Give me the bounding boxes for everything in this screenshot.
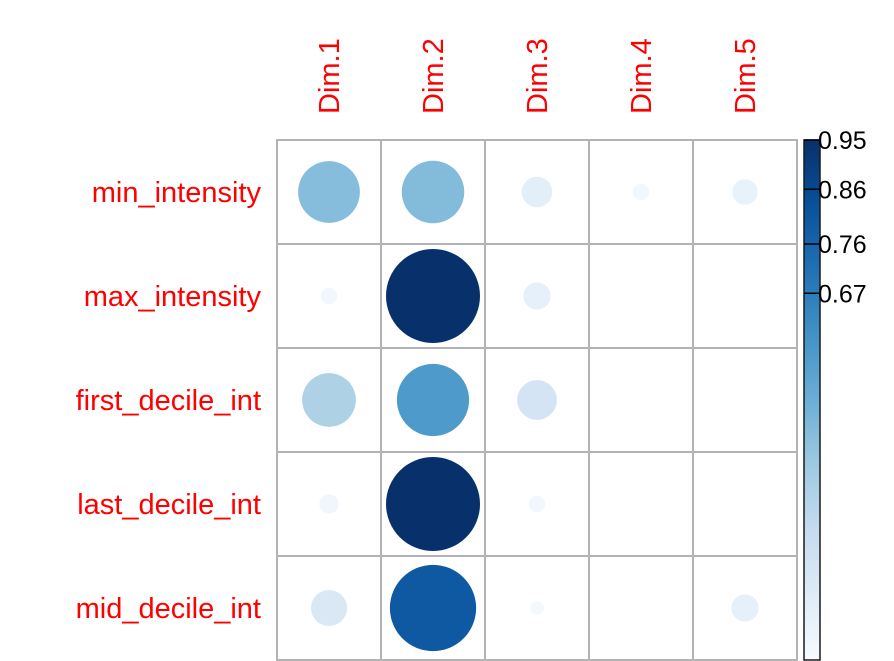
row-label: min_intensity [92, 177, 262, 209]
row-label: first_decile_int [76, 385, 261, 417]
correlation-circle-last_decile_int-Dim.3 [528, 495, 546, 513]
column-label: Dim.5 [730, 38, 762, 114]
row-label: mid_decile_int [76, 593, 261, 625]
grid-cell [588, 347, 694, 453]
row-label: last_decile_int [77, 489, 261, 521]
colorbar [803, 139, 821, 661]
correlation-circles [298, 160, 759, 652]
grid-cell [588, 555, 694, 661]
column-label: Dim.3 [522, 38, 554, 114]
correlation-circle-mid_decile_int-Dim.5 [731, 594, 759, 622]
correlation-circle-min_intensity-Dim.1 [298, 161, 360, 223]
column-label: Dim.1 [314, 38, 346, 114]
correlation-circle-mid_decile_int-Dim.1 [310, 589, 348, 627]
correlation-circle-first_decile_int-Dim.2 [396, 363, 470, 437]
colorbar-tick-label: 0.86 [818, 176, 867, 204]
correlation-circle-max_intensity-Dim.3 [523, 282, 551, 310]
column-label: Dim.2 [418, 38, 450, 114]
grid-cell [692, 347, 798, 453]
correlation-circle-min_intensity-Dim.4 [632, 183, 650, 201]
correlation-circle-max_intensity-Dim.1 [320, 287, 338, 305]
correlation-circle-min_intensity-Dim.5 [732, 179, 758, 205]
grid-cell [588, 451, 694, 557]
grid-cell [588, 243, 694, 349]
row-label: max_intensity [84, 281, 262, 313]
correlation-circle-first_decile_int-Dim.1 [302, 373, 356, 427]
grid-cell [692, 451, 798, 557]
correlation-circle-last_decile_int-Dim.1 [319, 494, 339, 514]
column-label: Dim.4 [626, 38, 658, 114]
colorbar-tick-label: 0.67 [818, 280, 867, 308]
grid-cell [484, 243, 590, 349]
grid-cell [692, 243, 798, 349]
colorbar-tick-label: 0.76 [818, 231, 867, 259]
grid-cells [276, 139, 798, 661]
correlation-circle-first_decile_int-Dim.3 [517, 380, 557, 420]
correlation-circle-mid_decile_int-Dim.3 [530, 601, 544, 615]
correlation-circle-mid_decile_int-Dim.2 [389, 564, 477, 652]
correlation-circle-max_intensity-Dim.2 [386, 249, 480, 343]
colorbar-tick-label: 0.95 [818, 127, 867, 155]
correlation-circle-last_decile_int-Dim.2 [386, 457, 480, 551]
correlation-circle-min_intensity-Dim.2 [401, 160, 465, 224]
correlation-circle-min_intensity-Dim.3 [521, 176, 553, 208]
